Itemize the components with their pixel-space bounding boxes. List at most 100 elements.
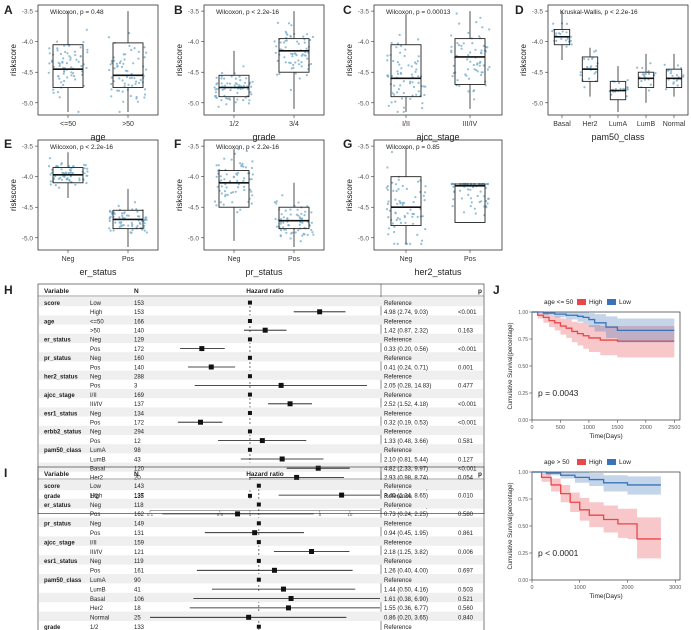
data-point [390, 41, 393, 45]
data-point [282, 226, 285, 229]
data-point [143, 96, 146, 99]
box-LumB [637, 71, 655, 88]
data-point [486, 202, 489, 205]
data-point [397, 88, 400, 91]
row-level: Low [90, 484, 102, 490]
data-point [251, 80, 254, 83]
row-variable: er_status [44, 338, 71, 344]
data-point [391, 74, 394, 78]
row-variable: ajcc_stage [44, 393, 75, 399]
hr-marker [247, 300, 252, 305]
data-point [399, 71, 402, 75]
data-point [275, 200, 278, 203]
x-tick-label: 2500 [668, 425, 680, 431]
data-point [48, 157, 52, 160]
data-point [411, 94, 414, 97]
x-tick-label: Neg [62, 256, 75, 263]
data-point [451, 75, 454, 78]
y-tick-label: -4.5 [358, 205, 370, 212]
data-point [593, 50, 596, 53]
data-point [393, 230, 396, 234]
row-level: Pos [90, 439, 100, 445]
y-tick-label: 0.25 [518, 551, 528, 557]
data-point [62, 83, 65, 87]
legend-label-low: Low [619, 299, 631, 306]
data-point [450, 45, 453, 48]
data-point [467, 90, 470, 93]
row-n: 118 [134, 503, 144, 509]
data-point [72, 72, 75, 75]
row-level: Her2 [90, 606, 104, 612]
x-tick-label: 2000 [640, 425, 652, 431]
data-point [590, 65, 593, 68]
data-point [456, 79, 459, 82]
data-point [108, 68, 111, 72]
data-point [52, 91, 55, 94]
data-point [214, 94, 217, 97]
data-point [273, 201, 276, 204]
data-point [304, 51, 307, 54]
data-point [86, 51, 89, 54]
data-point [302, 35, 305, 38]
data-point [49, 173, 52, 176]
row-hr-text: Reference [384, 494, 412, 500]
x-tick-label: 1 [249, 512, 252, 517]
y-tick-label: -4.5 [358, 70, 370, 77]
row-n: 294 [134, 430, 145, 436]
header-variable: Variable [44, 288, 69, 295]
x-tick-label: I/II [402, 121, 410, 128]
data-point [676, 64, 680, 67]
data-point [565, 31, 568, 34]
row-level: >50 [90, 329, 101, 335]
row-p-value: <0.001 [458, 467, 477, 473]
data-point [73, 75, 76, 78]
legend-swatch-low [607, 299, 616, 305]
data-point [131, 223, 134, 226]
data-point [243, 185, 246, 188]
data-point [625, 95, 628, 98]
data-point [135, 80, 138, 83]
data-point [485, 200, 488, 203]
y-axis-label: riskscore [175, 43, 184, 76]
data-point [392, 189, 395, 192]
data-point [86, 170, 89, 173]
row-n: 140 [134, 329, 145, 335]
data-point [77, 60, 80, 63]
data-point [485, 206, 488, 209]
row-variable: ajcc_stage [44, 540, 75, 546]
data-point [479, 60, 482, 63]
data-point [676, 84, 679, 87]
data-point [127, 224, 130, 227]
data-point [473, 68, 476, 71]
hr-marker [256, 521, 261, 526]
data-point [58, 96, 61, 99]
data-point [289, 208, 292, 211]
data-point [587, 58, 590, 61]
data-point [59, 52, 63, 56]
row-level: III/IV [90, 550, 102, 556]
data-point [145, 231, 149, 234]
row-variable: grade [44, 625, 61, 630]
row-n: 149 [134, 522, 145, 528]
row-hr-text: Reference [384, 484, 412, 490]
data-point [294, 231, 297, 234]
data-point [452, 185, 455, 188]
data-point [131, 84, 134, 87]
data-point [220, 185, 223, 188]
data-point [291, 55, 294, 58]
data-point [400, 67, 403, 70]
y-tick-label: -4.0 [188, 39, 200, 46]
row-hr-text: 1.44 (0.50, 4.16) [384, 587, 428, 593]
data-point [386, 202, 389, 205]
row-stripe [39, 425, 483, 435]
data-point [120, 221, 123, 224]
data-point [479, 16, 482, 19]
data-point [128, 31, 131, 35]
x-tick-label: 1000 [574, 585, 586, 591]
data-point [145, 68, 148, 71]
data-point [297, 229, 300, 232]
row-hr-text: 0.33 (0.20, 0.56) [384, 347, 428, 353]
data-point [402, 91, 405, 95]
data-point [58, 64, 61, 67]
data-point [386, 74, 389, 77]
